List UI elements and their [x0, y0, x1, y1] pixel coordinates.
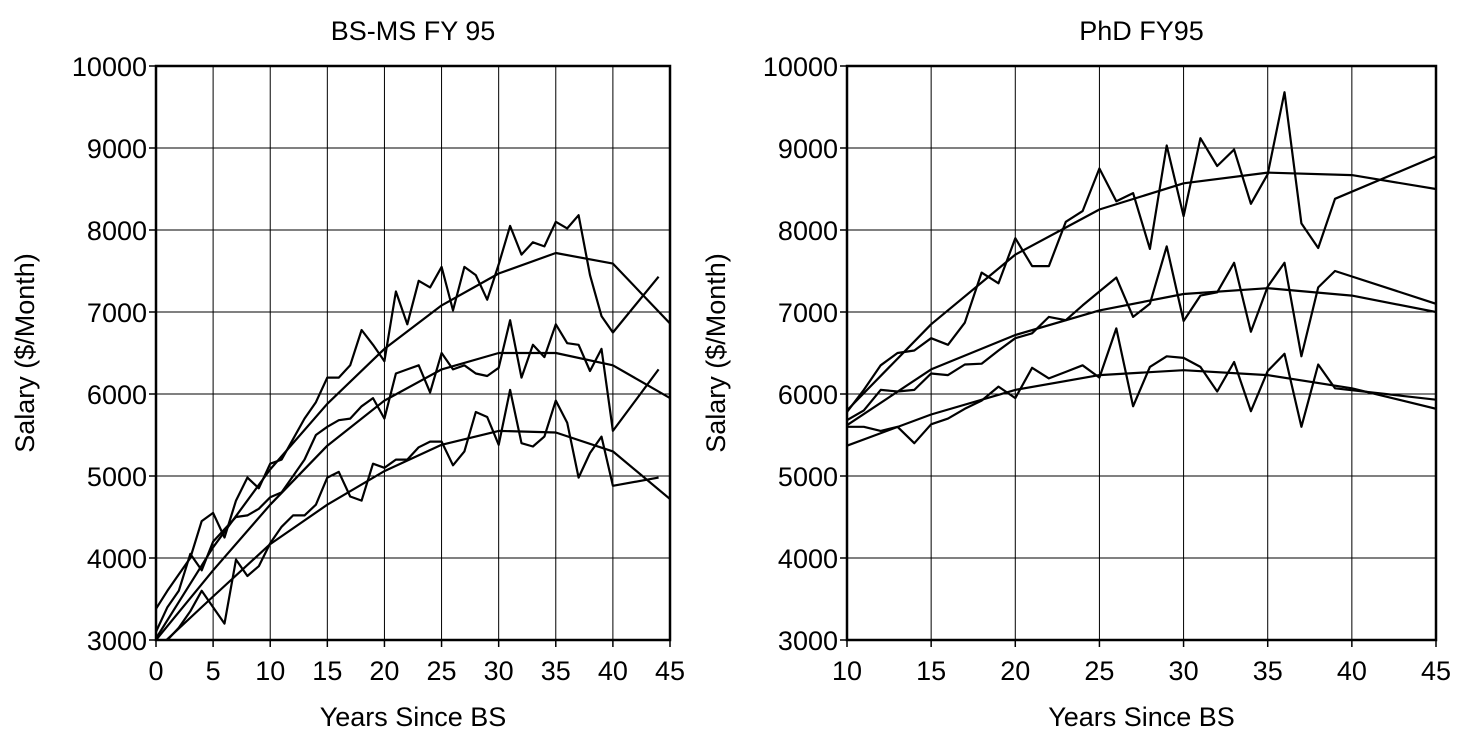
- y-axis-label: Salary ($/Month): [701, 253, 731, 453]
- series-line-4: [156, 251, 670, 639]
- plot-frame: [154, 64, 672, 642]
- x-tick-label: 20: [1000, 656, 1030, 686]
- x-tick-label: 40: [1337, 656, 1367, 686]
- series-line-3: [164, 388, 659, 640]
- chart-title: PhD FY95: [1079, 16, 1204, 46]
- series-line-6: [164, 429, 670, 640]
- y-tick-label: 10000: [763, 52, 838, 82]
- series-line-2: [847, 245, 1436, 422]
- series-line-3: [847, 327, 1436, 445]
- x-tick-label: 5: [206, 656, 221, 686]
- y-tick-label: 8000: [778, 216, 838, 246]
- plot-frame: [845, 64, 1438, 642]
- series-line-5: [156, 351, 670, 640]
- y-tick-label: 4000: [778, 544, 838, 574]
- y-tick-label: 9000: [87, 134, 147, 164]
- x-tick-label: 10: [255, 656, 285, 686]
- x-tick-label: 15: [312, 656, 342, 686]
- series-line-1: [156, 214, 660, 610]
- chart-title: BS-MS FY 95: [331, 16, 496, 46]
- x-tick-label: 15: [916, 656, 946, 686]
- x-axis-label: Years Since BS: [1048, 702, 1235, 732]
- chart-bs-ms: 0 5 10 15 20 25 30 35 40 45 3000 4000 5000 6000 7000 80…: [10, 16, 685, 732]
- x-tick-label: 30: [484, 656, 514, 686]
- y-tick-label: 3000: [778, 626, 838, 656]
- series-line-4: [847, 171, 1436, 412]
- y-tick-label: 5000: [778, 462, 838, 492]
- x-tick-label: 45: [655, 656, 685, 686]
- x-tick-label: 10: [832, 656, 862, 686]
- y-tick-label: 5000: [87, 462, 147, 492]
- y-tick-label: 4000: [87, 544, 147, 574]
- y-tick-label: 6000: [778, 380, 838, 410]
- y-tick-label: 3000: [87, 626, 147, 656]
- x-tick-label: 35: [1253, 656, 1283, 686]
- y-tick-label: 9000: [778, 134, 838, 164]
- y-axis-label: Salary ($/Month): [10, 253, 40, 453]
- chart-phd: 10 15 20 25 30 35 40 45 3000 4000 5000 6000 7000 8000…: [701, 16, 1451, 732]
- series-line-1: [847, 91, 1436, 413]
- x-tick-label: 0: [148, 656, 163, 686]
- x-tick-label: 30: [1169, 656, 1199, 686]
- x-tick-label: 40: [598, 656, 628, 686]
- x-axis-label: Years Since BS: [320, 702, 507, 732]
- x-tick-label: 25: [1084, 656, 1114, 686]
- series-line-6: [847, 369, 1436, 447]
- series-group: [156, 214, 670, 640]
- series-line-5: [847, 287, 1436, 427]
- x-tick-label: 25: [427, 656, 457, 686]
- y-tick-label: 8000: [87, 216, 147, 246]
- y-tick-label: 7000: [87, 298, 147, 328]
- y-tick-label: 6000: [87, 380, 147, 410]
- x-tick-label: 45: [1421, 656, 1451, 686]
- series-group: [847, 91, 1436, 447]
- x-tick-label: 20: [369, 656, 399, 686]
- y-tick-label: 10000: [72, 52, 147, 82]
- y-tick-label: 7000: [778, 298, 838, 328]
- x-tick-label: 35: [541, 656, 571, 686]
